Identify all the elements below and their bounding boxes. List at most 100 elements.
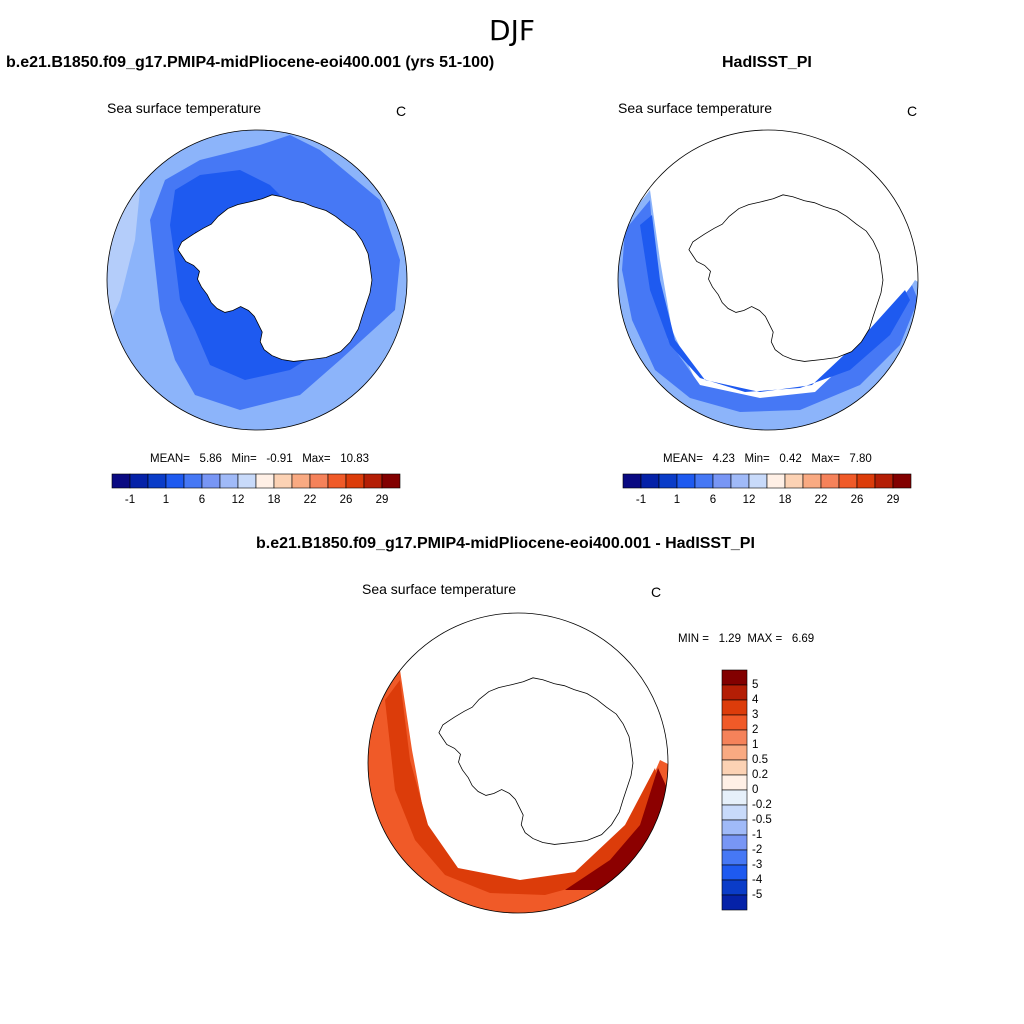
panel2-colorbar-swatch bbox=[766, 473, 786, 489]
panel2-mean-label: MEAN= bbox=[663, 453, 703, 465]
panel2-colorbar-tick-label: 22 bbox=[814, 494, 828, 506]
panel1-mean-label: MEAN= bbox=[150, 453, 190, 465]
panel3-colorbar-tick-label: 0.5 bbox=[752, 754, 768, 766]
panel1-stats: MEAN= 5.86 Min= -0.91 Max= 10.83 bbox=[150, 453, 369, 465]
panel2-colorbar-swatch bbox=[748, 473, 768, 489]
panel2-colorbar-swatch bbox=[640, 473, 660, 489]
panel3-colorbar-swatch bbox=[721, 849, 748, 866]
panel3-map-fill bbox=[368, 613, 668, 913]
panel2-colorbar-tick-label: 26 bbox=[850, 494, 864, 506]
panel1-colorbar-tick-label: 6 bbox=[198, 494, 206, 506]
panel3-colorbar-tick-label: 4 bbox=[752, 694, 759, 706]
panel3-map-border bbox=[367, 612, 669, 914]
panel3-colorbar-tick-label: -2 bbox=[752, 844, 763, 856]
panel3-colorbar-swatch bbox=[721, 744, 748, 761]
panel1-colorbar-swatch bbox=[165, 473, 185, 489]
panel2-max-value: 7.80 bbox=[849, 453, 872, 465]
panel2-colorbar-swatch bbox=[694, 473, 714, 489]
panel2-map bbox=[617, 129, 919, 431]
panel1-colorbar-tick-label: 1 bbox=[162, 494, 170, 506]
panel2-colorbar-tick-label: 29 bbox=[886, 494, 900, 506]
panel3-colorbar-swatch bbox=[721, 894, 748, 911]
panel2-units-label: C bbox=[907, 103, 918, 119]
panel2-colorbar-swatch bbox=[892, 473, 912, 489]
panel2-mean-value: 4.23 bbox=[712, 453, 735, 465]
panel1-colorbar-tick-label: 22 bbox=[303, 494, 317, 506]
panel3-colorbar-swatch bbox=[721, 864, 748, 881]
panel3-colorbar-tick-label: 5 bbox=[752, 679, 759, 691]
panel1-colorbar-swatch bbox=[291, 473, 311, 489]
panel2-colorbar-swatch bbox=[622, 473, 642, 489]
panel1-variable-label: Sea surface temperature bbox=[107, 100, 262, 116]
panel1-units-label: C bbox=[396, 103, 407, 119]
panel3-colorbar-tick-label: 1 bbox=[752, 739, 759, 751]
panel2-colorbar-swatch bbox=[838, 473, 858, 489]
panel1-colorbar-swatch bbox=[147, 473, 167, 489]
panel3-colorbar-ticks: 5 4 3 2 1 0.5 0.2 0 -0.2 -0.5 -1 -2 -3 -4 -5 bbox=[752, 670, 792, 910]
panel3-units-label: C bbox=[651, 584, 662, 600]
panel2-colorbar-swatch bbox=[784, 473, 804, 489]
panel1-colorbar-swatch bbox=[129, 473, 149, 489]
panel3-colorbar-swatch bbox=[721, 834, 748, 851]
panel3-colorbar bbox=[721, 669, 748, 911]
panel2-map-border bbox=[617, 129, 919, 431]
panel2-min-label: Min= bbox=[744, 453, 770, 465]
panel1-map bbox=[106, 129, 408, 431]
panel2-case-title: HadISST_PI bbox=[722, 54, 812, 71]
panel2-colorbar-tick-label: 18 bbox=[778, 494, 792, 506]
panel3-colorbar-tick-label: -4 bbox=[752, 874, 763, 886]
panel1-colorbar-swatch bbox=[381, 473, 401, 489]
panel3-colorbar-tick-label: 0 bbox=[752, 784, 759, 796]
panel3-colorbar-swatch bbox=[721, 789, 748, 806]
panel3-stats: MIN = 1.29 MAX = 6.69 bbox=[678, 633, 814, 645]
panel2-colorbar-swatch bbox=[658, 473, 678, 489]
figure-title: DJF bbox=[489, 14, 535, 47]
panel2-colorbar-ticks: -1 1 6 12 18 22 26 29 bbox=[623, 494, 911, 508]
panel1-min-label: Min= bbox=[231, 453, 257, 465]
panel3-colorbar-tick-label: 2 bbox=[752, 724, 759, 736]
panel3-colorbar-swatch bbox=[721, 774, 748, 791]
panel3-colorbar-swatch bbox=[721, 714, 748, 731]
panel3-max-label: MAX = bbox=[747, 633, 783, 645]
panel1-colorbar-tick-label: 18 bbox=[267, 494, 281, 506]
panel1-colorbar-swatch bbox=[111, 473, 131, 489]
panel2-stats: MEAN= 4.23 Min= 0.42 Max= 7.80 bbox=[663, 453, 872, 465]
panel3-map bbox=[367, 612, 669, 914]
panel1-case-title: b.e21.B1850.f09_g17.PMIP4-midPliocene-eo… bbox=[6, 54, 495, 71]
panel3-colorbar-swatch bbox=[721, 879, 748, 896]
panel3-maroon-patch bbox=[565, 768, 668, 890]
panel3-colorbar-tick-label: -5 bbox=[752, 889, 763, 901]
panel1-colorbar-tick-label: -1 bbox=[124, 494, 136, 506]
panel3-colorbar-tick-label: -3 bbox=[752, 859, 763, 871]
panel2-max-label: Max= bbox=[811, 453, 840, 465]
panel1-mean-value: 5.86 bbox=[199, 453, 222, 465]
panel2-colorbar-tick-label: 1 bbox=[673, 494, 681, 506]
panel1-colorbar-swatch bbox=[219, 473, 239, 489]
panel3-variable-label: Sea surface temperature bbox=[362, 581, 517, 597]
panel2-colorbar-swatch bbox=[676, 473, 696, 489]
panel1-colorbar-swatch bbox=[273, 473, 293, 489]
panel3-colorbar-tick-label: -1 bbox=[752, 829, 763, 841]
panel3-colorbar-tick-label: 3 bbox=[752, 709, 759, 721]
panel1-colorbar-swatch bbox=[201, 473, 221, 489]
panel2-colorbar-swatch bbox=[712, 473, 732, 489]
panel1-colorbar-tick-label: 12 bbox=[231, 494, 245, 506]
panel3-min-label: MIN = bbox=[678, 633, 709, 645]
panel3-colorbar-swatch bbox=[721, 699, 748, 716]
panel2-map-fill bbox=[618, 130, 918, 430]
panel1-colorbar-tick-label: 29 bbox=[375, 494, 389, 506]
panel2-colorbar-tick-label: 6 bbox=[709, 494, 717, 506]
panel1-colorbar-swatch bbox=[363, 473, 383, 489]
panel1-max-value: 10.83 bbox=[340, 453, 370, 465]
panel3-colorbar-swatch bbox=[721, 684, 748, 701]
panel2-colorbar-tick-label: -1 bbox=[635, 494, 647, 506]
panel3-colorbar-tick-label: -0.5 bbox=[752, 814, 772, 826]
panel2-colorbar-swatch bbox=[874, 473, 894, 489]
panel3-case-title: b.e21.B1850.f09_g17.PMIP4-midPliocene-eo… bbox=[256, 535, 755, 552]
panel3-min-value: 1.29 bbox=[718, 633, 741, 645]
panel1-map-border bbox=[106, 129, 408, 431]
panel1-colorbar-swatch bbox=[255, 473, 275, 489]
panel1-colorbar-ticks: -1 1 6 12 18 22 26 29 bbox=[112, 494, 400, 508]
panel1-colorbar-swatch bbox=[327, 473, 347, 489]
